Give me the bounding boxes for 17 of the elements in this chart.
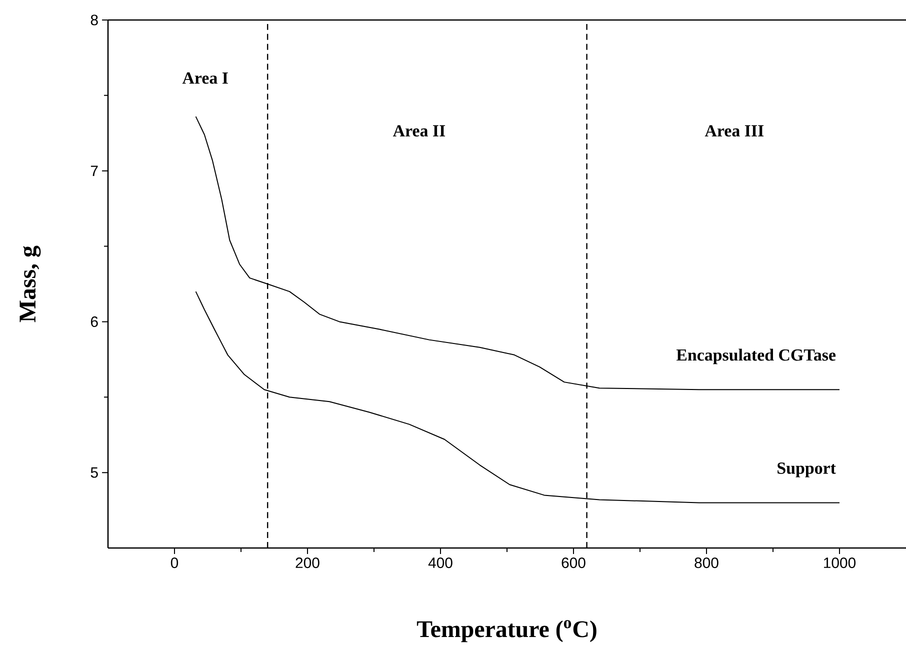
y-tick-label: 6 <box>90 316 98 327</box>
series-label: Support <box>778 462 836 478</box>
y-tick-label: 7 <box>90 166 98 176</box>
annotation: Area I <box>182 72 228 84</box>
x-tick-label: 200 <box>296 557 320 568</box>
x-tick-label: 600 <box>562 557 586 568</box>
series-label: Encapsulated CGTase <box>676 348 836 364</box>
x-tick-label: 1000 <box>824 557 856 568</box>
x-tick-label: 0 <box>170 557 178 568</box>
y-axis-title: Mass, g <box>20 246 41 322</box>
annotation: Area III <box>704 125 764 137</box>
x-axis-title: Temperature ($^{o}$C) <box>416 620 596 642</box>
annotation: Area II <box>392 125 446 137</box>
x-tick-label: 400 <box>428 557 452 568</box>
y-tick-label: 5 <box>90 467 98 478</box>
y-tick-label: 8 <box>90 14 98 26</box>
x-tick-label: 800 <box>694 557 718 568</box>
